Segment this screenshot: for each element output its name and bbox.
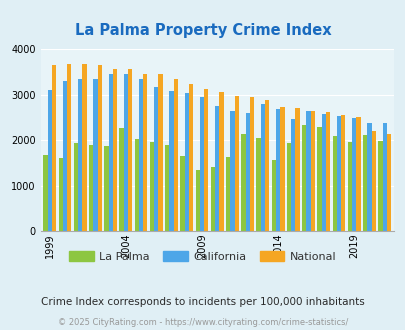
Bar [249, 97, 254, 231]
Bar [89, 145, 93, 231]
Bar [230, 111, 234, 231]
Bar [367, 122, 371, 231]
Bar [47, 90, 52, 231]
Bar [362, 135, 367, 231]
Bar [241, 134, 245, 231]
Bar [43, 155, 47, 231]
Bar [275, 109, 279, 231]
Bar [188, 84, 193, 231]
Bar [256, 138, 260, 231]
Bar [104, 146, 108, 231]
Bar [332, 136, 336, 231]
Bar [97, 65, 102, 231]
Bar [317, 127, 321, 231]
Bar [310, 111, 314, 231]
Bar [286, 144, 290, 231]
Bar [306, 111, 310, 231]
Bar [134, 139, 139, 231]
Legend: La Palma, California, National: La Palma, California, National [65, 247, 340, 267]
Bar [295, 109, 299, 231]
Bar [264, 100, 269, 231]
Bar [215, 106, 219, 231]
Bar [52, 65, 56, 231]
Bar [165, 145, 169, 231]
Bar [128, 69, 132, 231]
Bar [119, 128, 124, 231]
Bar [210, 167, 215, 231]
Bar [226, 157, 230, 231]
Bar [347, 142, 351, 231]
Bar [82, 64, 86, 231]
Bar [234, 96, 238, 231]
Bar [74, 143, 78, 231]
Bar [184, 93, 188, 231]
Bar [199, 97, 204, 231]
Bar [158, 74, 162, 231]
Bar [386, 134, 390, 231]
Bar [149, 142, 154, 231]
Bar [219, 92, 223, 231]
Bar [143, 74, 147, 231]
Bar [195, 170, 199, 231]
Bar [377, 141, 382, 231]
Bar [325, 112, 329, 231]
Bar [336, 116, 340, 231]
Bar [113, 69, 117, 231]
Bar [382, 123, 386, 231]
Bar [204, 89, 208, 231]
Text: Crime Index corresponds to incidents per 100,000 inhabitants: Crime Index corresponds to incidents per… [41, 297, 364, 307]
Bar [356, 117, 360, 231]
Bar [173, 80, 177, 231]
Bar [124, 75, 128, 231]
Bar [279, 107, 284, 231]
Bar [351, 118, 356, 231]
Bar [260, 104, 264, 231]
Bar [301, 125, 306, 231]
Bar [290, 119, 295, 231]
Bar [245, 114, 249, 231]
Text: La Palma Property Crime Index: La Palma Property Crime Index [75, 23, 330, 38]
Bar [169, 91, 173, 231]
Bar [67, 64, 71, 231]
Text: © 2025 CityRating.com - https://www.cityrating.com/crime-statistics/: © 2025 CityRating.com - https://www.city… [58, 318, 347, 327]
Bar [58, 158, 63, 231]
Bar [340, 115, 345, 231]
Bar [78, 79, 82, 231]
Bar [93, 80, 97, 231]
Bar [139, 79, 143, 231]
Bar [180, 156, 184, 231]
Bar [371, 131, 375, 231]
Bar [154, 87, 158, 231]
Bar [108, 75, 113, 231]
Bar [271, 160, 275, 231]
Bar [321, 114, 325, 231]
Bar [63, 81, 67, 231]
